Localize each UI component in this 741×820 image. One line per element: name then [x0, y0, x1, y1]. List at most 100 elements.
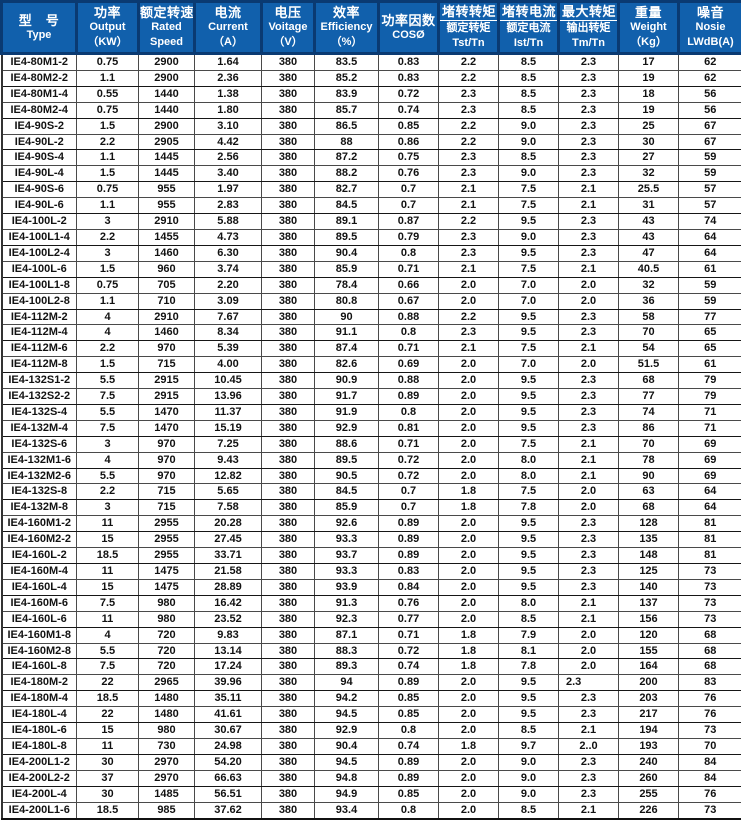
cell-weight: 51.5 — [618, 356, 679, 374]
cell-current: 1.80 — [194, 101, 262, 119]
cell-current: 5.39 — [194, 340, 262, 358]
cell-tm-tn: 2.3 — [558, 149, 619, 167]
cell-weight: 32 — [618, 165, 679, 183]
cell-weight: 78 — [618, 451, 679, 469]
cell-rated-speed: 970 — [138, 340, 195, 358]
cell-efficiency: 80.8 — [314, 292, 379, 310]
cell-current: 10.45 — [194, 372, 262, 390]
cell-tm-tn: 2.1 — [558, 260, 619, 278]
header-ratio-label: Tst/Tn — [452, 37, 485, 49]
cell-noise: 64 — [678, 483, 741, 501]
cell-weight: 17 — [618, 52, 679, 71]
table-row: IE4-160L-6 11 980 23.52 380 92.3 0.77 2.0 8.5 2.1… — [0, 610, 741, 628]
cell-current: 7.58 — [194, 499, 262, 517]
cell-noise: 73 — [678, 610, 741, 628]
column-header-type: 型 号 Type — [0, 0, 78, 55]
cell-tm-tn: 2.3 — [558, 578, 619, 596]
cell-noise: 71 — [678, 403, 741, 421]
cell-rated-speed: 2955 — [138, 531, 195, 549]
cell-voltage: 380 — [261, 85, 315, 103]
cell-power-factor: 0.85 — [378, 706, 439, 724]
table-row: IE4-100L2-8 1.1 710 3.09 380 80.8 0.67 2.0 7.0 2.… — [0, 292, 741, 310]
cell-output: 5.5 — [76, 372, 139, 390]
cell-efficiency: 82.7 — [314, 181, 379, 199]
cell-weight: 260 — [618, 769, 679, 787]
cell-tst-tn: 2.0 — [438, 292, 499, 310]
cell-efficiency: 83.5 — [314, 52, 379, 71]
cell-tst-tn: 2.3 — [438, 165, 499, 183]
cell-current: 24.98 — [194, 737, 262, 755]
cell-type: IE4-160M-4 — [0, 563, 77, 580]
cell-current: 23.52 — [194, 610, 262, 628]
cell-current: 11.37 — [194, 403, 262, 421]
table-row: IE4-132S1-2 5.5 2915 10.45 380 90.9 0.88 2.0 9.5… — [0, 372, 741, 390]
cell-rated-speed: 2905 — [138, 133, 195, 151]
cell-output: 5.5 — [76, 467, 139, 485]
cell-output: 0.55 — [76, 85, 139, 103]
cell-power-factor: 0.7 — [378, 197, 439, 215]
cell-tm-tn: 2.0 — [558, 642, 619, 660]
cell-type: IE4-160M1-8 — [0, 626, 77, 644]
cell-voltage: 380 — [261, 753, 315, 771]
cell-tm-tn: 2.3 — [558, 388, 619, 405]
header-label-en: Nosie — [695, 21, 726, 33]
cell-ist-tn: 8.5 — [498, 52, 559, 71]
cell-type: IE4-132M-8 — [0, 499, 77, 517]
cell-efficiency: 84.5 — [314, 483, 379, 501]
cell-power-factor: 0.79 — [378, 228, 439, 246]
cell-rated-speed: 980 — [138, 610, 195, 628]
cell-rated-speed: 1460 — [138, 244, 195, 262]
cell-tm-tn: 2.3 — [558, 674, 619, 692]
cell-current: 41.61 — [194, 706, 262, 724]
table-row: IE4-112M-8 1.5 715 4.00 380 82.6 0.69 2.0 7.0 2.0… — [0, 356, 741, 374]
cell-output: 11 — [76, 610, 139, 628]
cell-weight: 70 — [618, 435, 679, 453]
header-unit: （%） — [330, 36, 363, 48]
cell-weight: 135 — [618, 531, 679, 549]
cell-voltage: 380 — [261, 292, 315, 310]
cell-type: IE4-80M2-4 — [0, 101, 77, 119]
cell-type: IE4-132M-4 — [0, 419, 77, 437]
cell-rated-speed: 960 — [138, 260, 195, 278]
cell-tst-tn: 2.2 — [438, 52, 499, 71]
table-row: IE4-160M-4 11 1475 21.58 380 93.3 0.83 2.0 9.5 2.… — [0, 563, 741, 580]
cell-voltage: 380 — [261, 356, 315, 374]
cell-weight: 255 — [618, 785, 679, 803]
cell-ist-tn: 9.5 — [498, 388, 559, 405]
cell-tm-tn: 2.3 — [558, 419, 619, 437]
cell-tm-tn: 2.3 — [558, 769, 619, 787]
cell-weight: 40.5 — [618, 260, 679, 278]
cell-noise: 76 — [678, 785, 741, 803]
cell-power-factor: 0.89 — [378, 388, 439, 405]
cell-ist-tn: 7.5 — [498, 260, 559, 278]
cell-voltage: 380 — [261, 531, 315, 549]
header-unit: （Kg） — [630, 36, 667, 48]
cell-rated-speed: 1440 — [138, 101, 195, 119]
cell-output: 0.75 — [76, 276, 139, 294]
cell-voltage: 380 — [261, 213, 315, 230]
cell-output: 3 — [76, 213, 139, 230]
cell-ist-tn: 7.0 — [498, 356, 559, 374]
cell-ist-tn: 7.0 — [498, 292, 559, 310]
cell-type: IE4-200L1-6 — [0, 801, 77, 820]
cell-tm-tn: 2.1 — [558, 801, 619, 820]
cell-ist-tn: 7.0 — [498, 276, 559, 294]
table-row: IE4-90L-4 1.5 1445 3.40 380 88.2 0.76 2.3 9.0 2.3… — [0, 165, 741, 183]
header-label-en: Efficiency — [320, 21, 373, 33]
cell-weight: 18 — [618, 85, 679, 103]
cell-ist-tn: 7.5 — [498, 197, 559, 215]
cell-current: 2.83 — [194, 197, 262, 215]
table-row: IE4-160M1-8 4 720 9.83 380 87.1 0.71 1.8 7.9 2.0 1… — [0, 626, 741, 644]
cell-voltage: 380 — [261, 594, 315, 612]
cell-weight: 164 — [618, 658, 679, 676]
cell-type: IE4-180M-2 — [0, 674, 77, 692]
cell-efficiency: 94.5 — [314, 753, 379, 771]
cell-tst-tn: 2.0 — [438, 785, 499, 803]
header-label-zh: 效率 — [332, 5, 360, 20]
cell-noise: 76 — [678, 690, 741, 708]
cell-type: IE4-90L-6 — [0, 197, 77, 215]
cell-ist-tn: 8.5 — [498, 610, 559, 628]
table-row: IE4-132S-8 2.2 715 5.65 380 84.5 0.7 1.8 7.5 2.0 6… — [0, 483, 741, 501]
cell-power-factor: 0.7 — [378, 499, 439, 517]
